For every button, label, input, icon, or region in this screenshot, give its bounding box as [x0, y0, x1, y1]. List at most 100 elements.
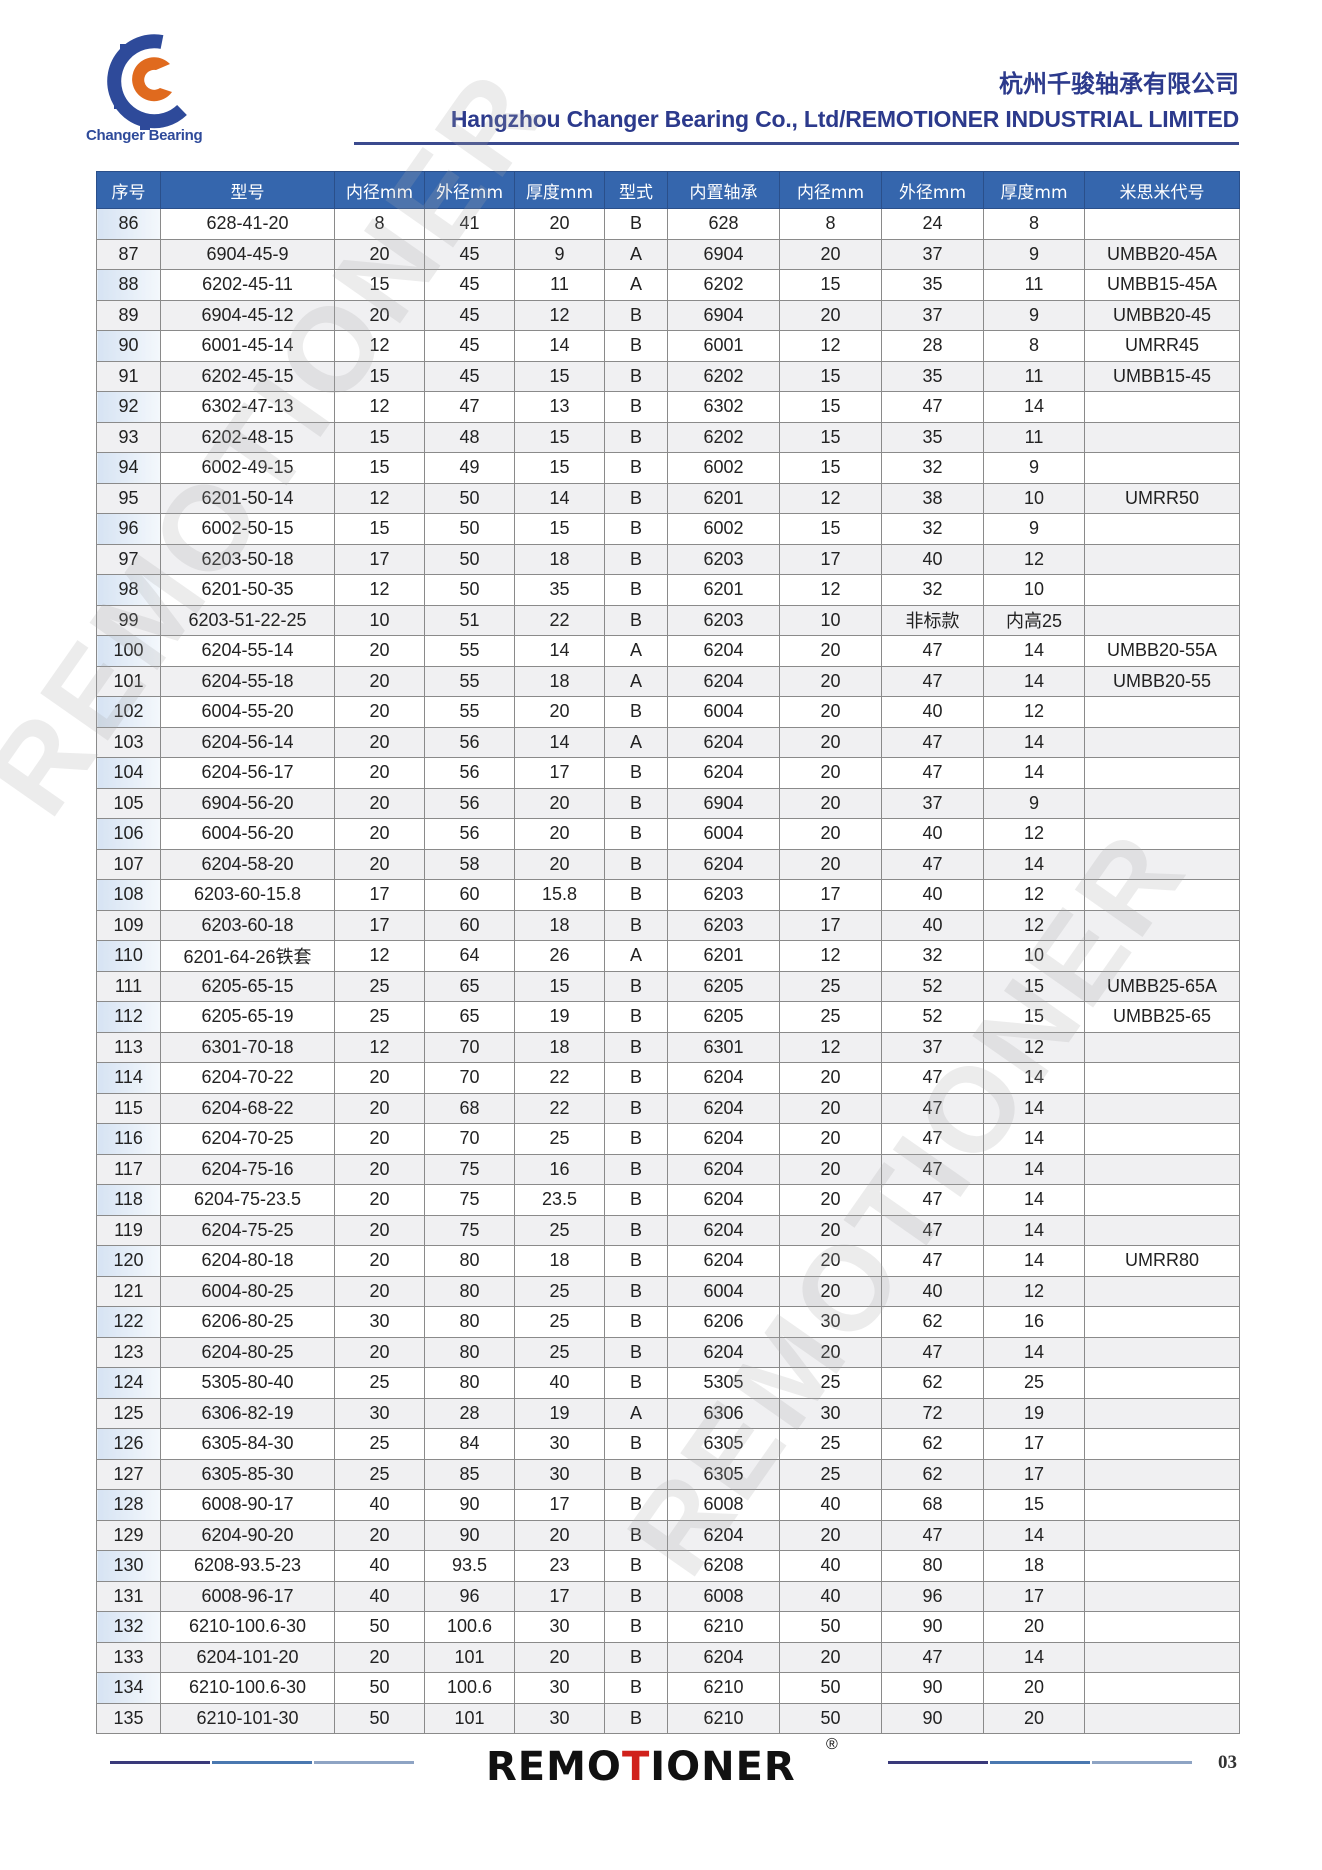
table-row: 110 6201-64-26铁套 12 64 26 A 6201 12 32 10 [96, 940, 1240, 972]
table-cell: 6204-80-18 [160, 1245, 335, 1277]
column-header: 厚度mm [514, 171, 605, 209]
table-cell: 37 [881, 1031, 984, 1063]
table-cell: 6004-55-20 [160, 696, 335, 728]
table-cell: 6004 [667, 696, 780, 728]
table-cell [1084, 421, 1240, 453]
table-cell: 15 [514, 970, 605, 1002]
table-cell: 6306-82-19 [160, 1397, 335, 1429]
table-cell: 内高25 [983, 604, 1085, 636]
table-cell: 6203-51-22-25 [160, 604, 335, 636]
table-cell: 6204-75-16 [160, 1153, 335, 1185]
table-cell: 15 [983, 970, 1085, 1002]
table-row: 125 6306-82-19 30 28 19 A 6306 30 72 19 [96, 1397, 1240, 1429]
table-cell: B [604, 1306, 668, 1338]
table-cell: 20 [334, 726, 425, 758]
table-cell: 17 [334, 909, 425, 941]
table-cell: B [604, 574, 668, 606]
table-cell: 100.6 [424, 1611, 515, 1643]
table-cell: 20 [779, 1153, 882, 1185]
table-cell: 9 [983, 299, 1085, 331]
table-cell: UMBB20-55A [1084, 635, 1240, 667]
table-cell: 15 [334, 360, 425, 392]
table-cell: 62 [881, 1458, 984, 1490]
table-cell: 20 [514, 787, 605, 819]
table-cell: 6204 [667, 1062, 780, 1094]
table-cell: 45 [424, 299, 515, 331]
table-cell: B [604, 604, 668, 636]
table-cell: 25 [334, 1458, 425, 1490]
table-cell: 6204 [667, 1519, 780, 1551]
table-cell: A [604, 940, 668, 972]
table-cell: B [604, 452, 668, 484]
table-row: 103 6204-56-14 20 56 14 A 6204 20 47 14 [96, 726, 1240, 758]
table-cell: 15 [779, 360, 882, 392]
table-cell: 16 [983, 1306, 1085, 1338]
table-cell: 60 [424, 879, 515, 911]
table-cell: 30 [514, 1702, 605, 1734]
table-cell: 6904 [667, 238, 780, 270]
table-cell: 20 [514, 696, 605, 728]
table-cell: A [604, 726, 668, 758]
table-cell: 40 [779, 1489, 882, 1521]
table-cell: 15 [514, 421, 605, 453]
table-cell: 6202-48-15 [160, 421, 335, 453]
table-cell: 111 [96, 970, 161, 1002]
table-row: 124 5305-80-40 25 80 40 B 5305 25 62 25 [96, 1367, 1240, 1399]
table-cell: 10 [779, 604, 882, 636]
table-cell: 47 [881, 1153, 984, 1185]
table-cell: 12 [514, 299, 605, 331]
table-cell: 12 [779, 482, 882, 514]
table-row: 104 6204-56-17 20 56 17 B 6204 20 47 14 [96, 757, 1240, 789]
table-cell: 55 [424, 665, 515, 697]
table-cell: 6302 [667, 391, 780, 423]
table-cell: 25 [334, 970, 425, 1002]
table-cell: 20 [779, 818, 882, 850]
table-cell: B [604, 482, 668, 514]
table-cell: 14 [983, 635, 1085, 667]
table-cell: A [604, 1397, 668, 1429]
table-cell: 6208 [667, 1550, 780, 1582]
table-cell: 93.5 [424, 1550, 515, 1582]
table-cell: 15 [334, 269, 425, 301]
table-cell: B [604, 1672, 668, 1704]
table-cell: 12 [334, 482, 425, 514]
table-cell: 6002 [667, 513, 780, 545]
table-cell [1084, 818, 1240, 850]
table-cell: 47 [881, 1214, 984, 1246]
table-row: 99 6203-51-22-25 10 51 22 B 6203 10 非标款 内高25 [96, 604, 1240, 636]
table-cell: UMBB20-45 [1084, 299, 1240, 331]
table-cell: 40 [779, 1550, 882, 1582]
registered-mark: ® [826, 1736, 838, 1753]
table-cell: B [604, 299, 668, 331]
table-cell: 25 [779, 970, 882, 1002]
table-row: 116 6204-70-25 20 70 25 B 6204 20 47 14 [96, 1123, 1240, 1155]
table-cell: 62 [881, 1367, 984, 1399]
table-row: 102 6004-55-20 20 55 20 B 6004 20 40 12 [96, 696, 1240, 728]
table-cell: B [604, 1245, 668, 1277]
table-row: 93 6202-48-15 15 48 15 B 6202 15 35 11 [96, 421, 1240, 453]
table-cell: 37 [881, 299, 984, 331]
table-cell: 40 [881, 1275, 984, 1307]
table-cell: 55 [424, 696, 515, 728]
table-cell: 25 [334, 1367, 425, 1399]
table-cell: 6002-50-15 [160, 513, 335, 545]
table-cell: 20 [779, 726, 882, 758]
table-cell: 20 [779, 299, 882, 331]
table-cell: 12 [983, 1275, 1085, 1307]
table-cell: 20 [334, 1153, 425, 1185]
table-cell: 124 [96, 1367, 161, 1399]
table-cell [1084, 1672, 1240, 1704]
table-row: 131 6008-96-17 40 96 17 B 6008 40 96 17 [96, 1580, 1240, 1612]
table-cell: 55 [424, 635, 515, 667]
table-cell: 132 [96, 1611, 161, 1643]
table-cell: 45 [424, 238, 515, 270]
table-cell: 6204 [667, 635, 780, 667]
table-row: 129 6204-90-20 20 90 20 B 6204 20 47 14 [96, 1519, 1240, 1551]
table-cell: 50 [424, 482, 515, 514]
table-cell: B [604, 1275, 668, 1307]
table-row: 105 6904-56-20 20 56 20 B 6904 20 37 9 [96, 787, 1240, 819]
table-row: 126 6305-84-30 25 84 30 B 6305 25 62 17 [96, 1428, 1240, 1460]
table-cell [1084, 1550, 1240, 1582]
table-cell: 32 [881, 574, 984, 606]
table-cell: B [604, 879, 668, 911]
